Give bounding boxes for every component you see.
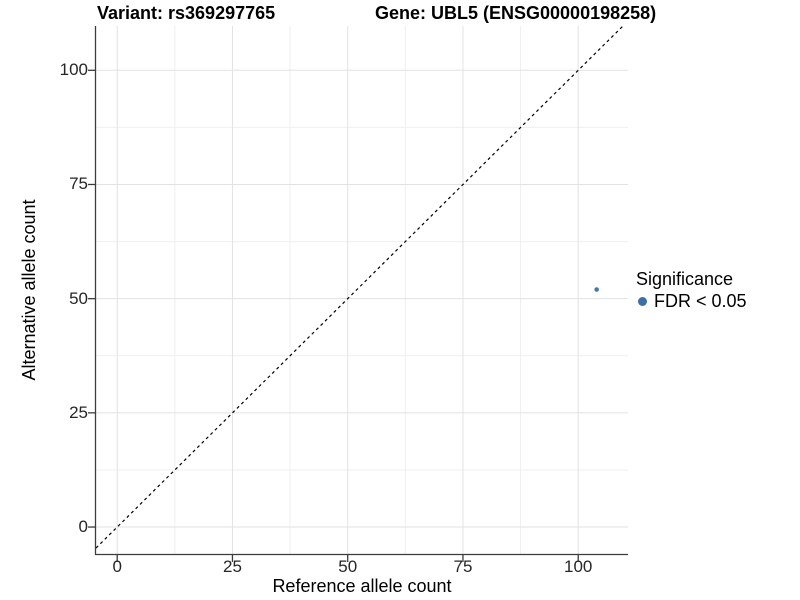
x-tick-label: 75: [453, 557, 473, 576]
plot-panel: [96, 26, 628, 554]
x-axis-title: Reference allele count: [272, 576, 452, 596]
y-tick-label: 100: [59, 60, 88, 80]
variant-title: Variant: rs369297765: [97, 3, 276, 23]
legend-title: Significance: [636, 269, 734, 289]
x-tick-label: 0: [112, 557, 122, 576]
y-axis-title: Alternative allele count: [19, 199, 39, 381]
x-tick-label: 50: [338, 557, 358, 576]
x-tick-label: 100: [564, 557, 593, 576]
y-tick-label: 0: [78, 517, 88, 537]
y-tick-label: 50: [69, 288, 88, 308]
legend-entry: FDR < 0.05: [636, 291, 747, 311]
data-point: [594, 287, 599, 292]
x-tick-label: 25: [222, 557, 242, 576]
gene-title: Gene: UBL5 (ENSG00000198258): [375, 3, 657, 23]
point-swatch-icon: [638, 296, 647, 306]
y-tick-label: 75: [69, 174, 88, 194]
legend-entry-label: FDR < 0.05: [654, 291, 747, 311]
legend: Significance FDR < 0.05: [636, 269, 747, 311]
y-tick-label: 25: [69, 402, 88, 422]
